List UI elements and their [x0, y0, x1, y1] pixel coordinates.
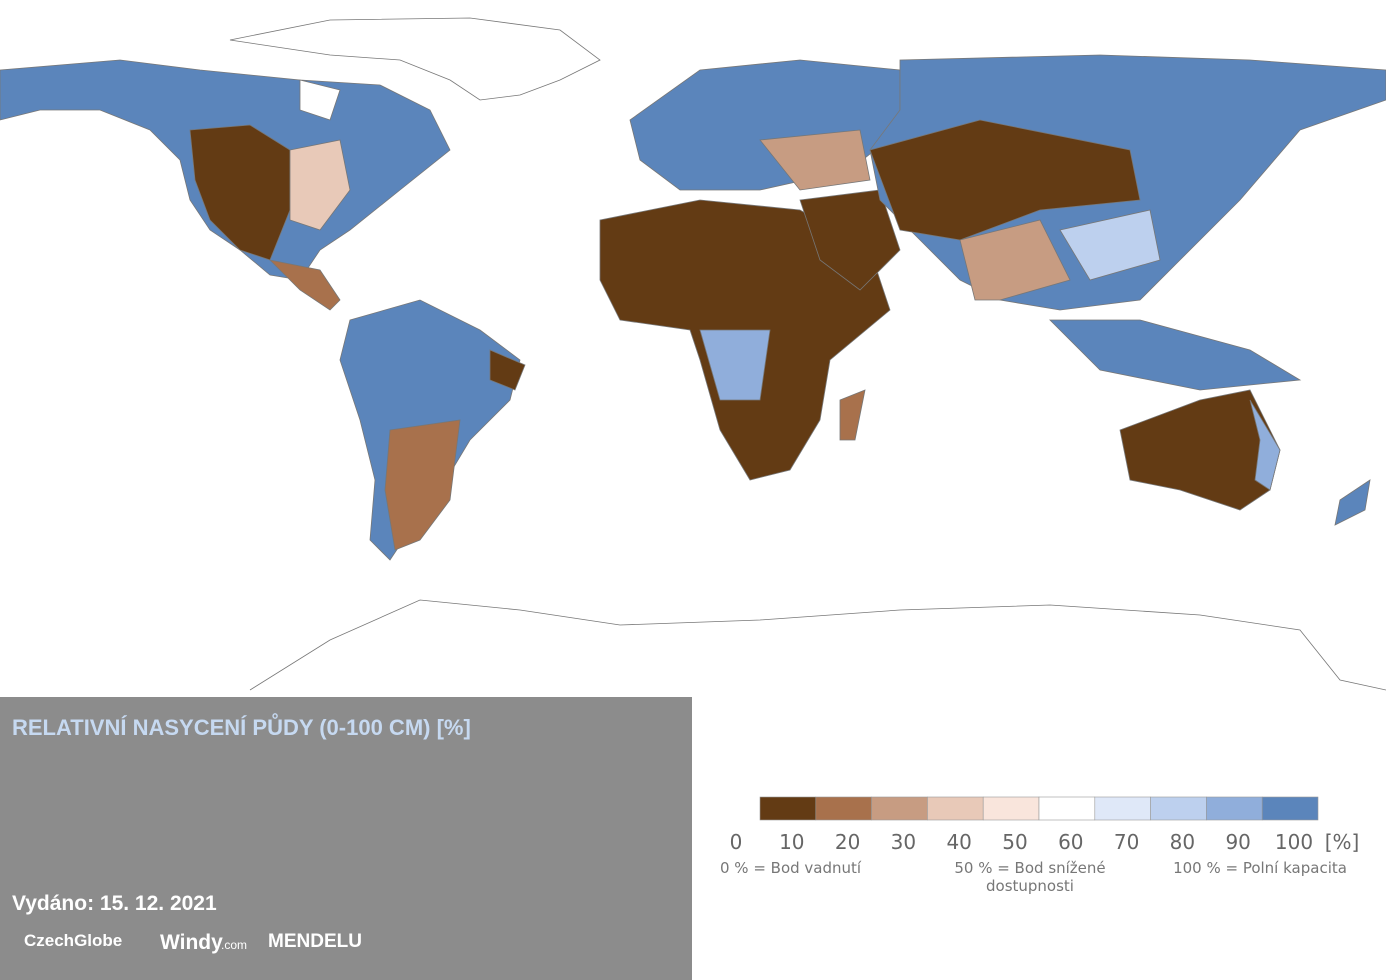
greenland	[229, 17, 601, 101]
logo-windy-com: .com	[221, 938, 248, 952]
sa-dry	[384, 419, 461, 551]
world-map	[0, 17, 1386, 691]
legend-tick-label: 20	[834, 830, 861, 854]
legend-note: 0 % = Bod vadnutí	[720, 859, 862, 877]
legend-tick-label: 40	[946, 830, 972, 854]
africa-central	[699, 329, 771, 401]
colorbar-swatch	[759, 796, 817, 821]
legend-tick-label: 70	[1113, 830, 1140, 854]
china	[1059, 209, 1161, 281]
sa-ne	[489, 349, 526, 391]
colorbar-swatch	[1150, 796, 1207, 821]
na-dry	[189, 124, 291, 261]
europe-east	[759, 129, 871, 191]
legend-tick-label: 60	[1058, 830, 1084, 854]
legend-tick-label: 100	[1274, 830, 1314, 854]
australia	[1119, 389, 1281, 511]
legend-tick-label: 90	[1225, 830, 1251, 854]
legend-tick-label: 10	[779, 830, 805, 854]
indonesia	[1049, 319, 1302, 391]
colorbar-swatch	[815, 796, 872, 821]
antarctica	[249, 599, 1386, 691]
issued-date: Vydáno: 15. 12. 2021	[12, 892, 217, 915]
legend-note: 50 % = Bod snížené dostupnosti	[954, 859, 1106, 895]
madagascar	[839, 389, 866, 441]
legend-unit: [%]	[1324, 830, 1360, 854]
australia-east	[1249, 399, 1281, 491]
arabia	[799, 189, 901, 291]
colorbar	[759, 796, 1319, 821]
legend: [%] 0 % = Bod vadnutí 50 % = Bod snížené…	[700, 697, 1386, 980]
central-asia	[869, 119, 1141, 241]
map-title: RELATIVNÍ NASYCENÍ PŮDY (0-100 CM) [%]	[12, 715, 471, 740]
na-mid	[289, 139, 351, 231]
logo-windy: Windy	[160, 931, 223, 954]
new-zealand	[1334, 479, 1371, 526]
legend-note: 100 % = Polní kapacita	[1173, 859, 1347, 877]
info-panel: RELATIVNÍ NASYCENÍ PŮDY (0-100 CM) [%] V…	[0, 697, 692, 980]
legend-tick-label: 0	[729, 830, 743, 854]
colorbar-swatch	[1206, 796, 1263, 821]
legend-tick-label: 80	[1169, 830, 1196, 854]
legend-tick-label: 30	[890, 830, 917, 854]
hudson	[299, 79, 341, 121]
logo-czechglobe: CzechGlobe	[24, 931, 123, 950]
colorbar-swatch	[1094, 796, 1151, 821]
colorbar-swatch	[871, 796, 928, 821]
india	[959, 219, 1071, 301]
colorbar-swatch	[1038, 796, 1096, 821]
colorbar-swatch	[927, 796, 984, 821]
colorbar-swatch	[1261, 796, 1319, 821]
legend-tick-label: 50	[1002, 830, 1028, 854]
colorbar-swatch	[982, 796, 1040, 821]
central-america	[268, 259, 341, 311]
logo-mendelu: MENDELU	[268, 931, 362, 952]
